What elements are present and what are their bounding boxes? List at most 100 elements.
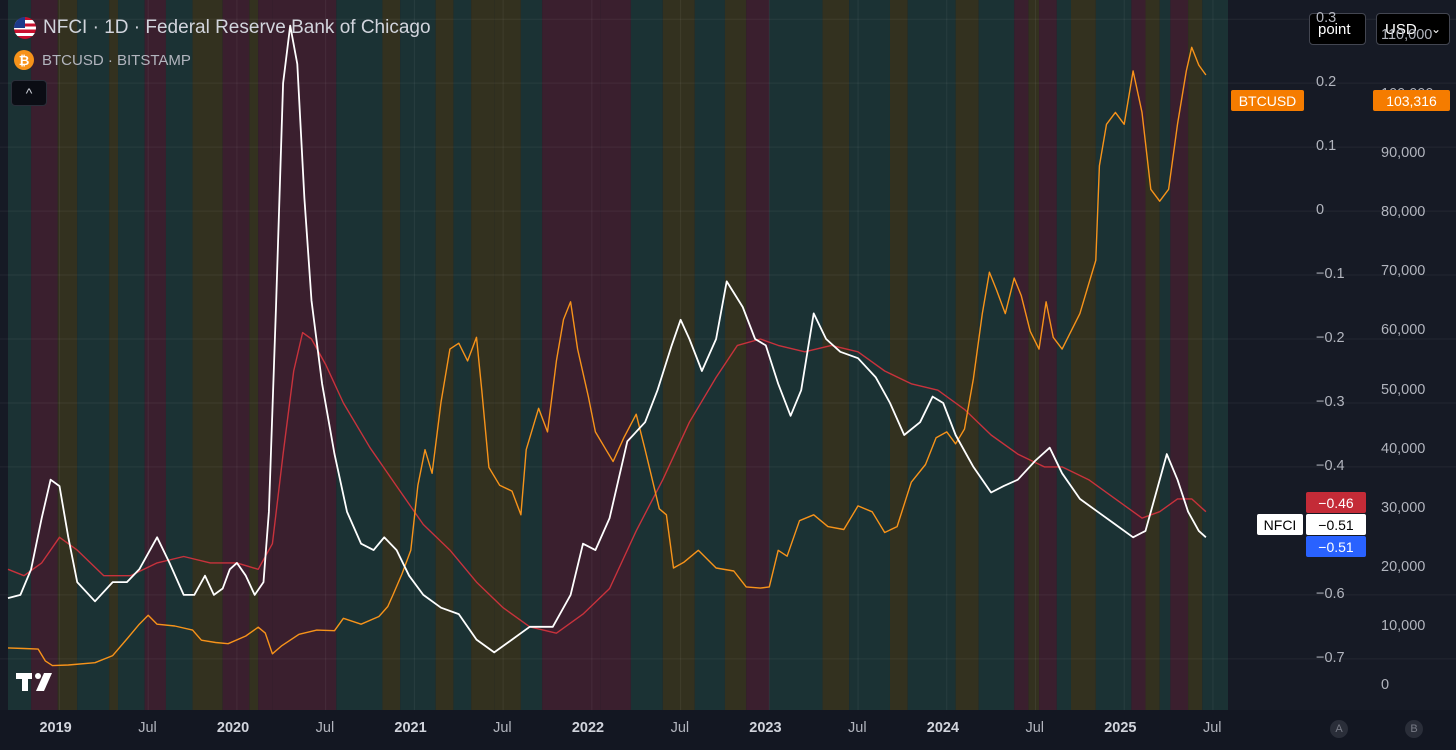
regime-band-green bbox=[1159, 0, 1171, 710]
nfci-axis-tick: −0.7 bbox=[1316, 649, 1345, 666]
series-line-btcusd bbox=[7, 46, 1207, 667]
regime-band-yellow bbox=[249, 0, 259, 710]
regime-band-red bbox=[272, 0, 337, 710]
regime-band-red bbox=[258, 0, 273, 710]
time-axis-tick: Jul bbox=[493, 720, 512, 736]
nfci-axis-tick: −0.3 bbox=[1316, 393, 1345, 410]
regime-band-red bbox=[1170, 0, 1189, 710]
regime-band-green bbox=[769, 0, 823, 710]
btc-series-name-badge: BTCUSD bbox=[1231, 90, 1304, 111]
regime-band-green bbox=[978, 0, 1015, 710]
usd-axis-tick: 20,000 bbox=[1381, 559, 1426, 575]
regime-band-red bbox=[1131, 0, 1146, 710]
regime-band-green bbox=[849, 0, 890, 710]
scale-b-label: B bbox=[1410, 723, 1418, 735]
regime-band-green bbox=[520, 0, 543, 710]
currency-selector-button[interactable]: USD ⌄ bbox=[1376, 13, 1450, 45]
time-axis-tick: Jul bbox=[670, 720, 690, 736]
regime-band-red bbox=[222, 0, 250, 710]
time-axis-tick: 2022 bbox=[571, 720, 605, 736]
usd-axis-tick: 60,000 bbox=[1381, 322, 1426, 339]
regime-band-yellow bbox=[889, 0, 908, 710]
regime-band-green bbox=[400, 0, 436, 710]
collapse-legend-button[interactable]: ^ bbox=[11, 80, 47, 106]
bitcoin-icon: ₿ bbox=[14, 50, 34, 70]
series-line-nfci-ma bbox=[7, 331, 1207, 634]
ma-value-badge: −0.46 bbox=[1306, 492, 1366, 513]
regime-band-yellow bbox=[955, 0, 979, 710]
time-axis-tick: Jul bbox=[1025, 720, 1045, 736]
usd-axis-tick: 40,000 bbox=[1381, 440, 1426, 457]
alt-value-badge: −0.51 bbox=[1306, 536, 1366, 557]
time-axis-tick: 2021 bbox=[394, 720, 427, 736]
time-axis-tick: 2025 bbox=[1104, 720, 1137, 736]
regime-band-green bbox=[165, 0, 193, 710]
nfci-name-badge: NFCI bbox=[1257, 514, 1303, 535]
usd-axis-tick: 110,000 bbox=[1381, 26, 1433, 43]
regime-band-green bbox=[336, 0, 383, 710]
regime-band-green bbox=[1202, 0, 1228, 710]
time-axis-tick: 2023 bbox=[749, 720, 782, 736]
regime-band-yellow bbox=[662, 0, 695, 710]
regime-band-yellow bbox=[822, 0, 850, 710]
regime-band-yellow bbox=[1145, 0, 1160, 710]
nfci-axis-tick: −0.4 bbox=[1316, 457, 1345, 474]
btc-price-badge: 103,316 bbox=[1373, 90, 1450, 111]
nfci-axis-tick: −0.6 bbox=[1316, 585, 1345, 602]
gridlines bbox=[0, 0, 1456, 710]
regime-band-yellow bbox=[494, 0, 521, 710]
regime-band-green bbox=[8, 0, 32, 710]
btc-series-title: BTCUSD · BITSTAMP bbox=[42, 51, 191, 69]
usd-axis-tick: 30,000 bbox=[1381, 499, 1426, 516]
regime-band-red bbox=[600, 0, 631, 710]
tradingview-logo[interactable] bbox=[16, 671, 58, 698]
unit-label: point bbox=[1318, 20, 1351, 38]
regime-band-red bbox=[1014, 0, 1029, 710]
regime-band-red bbox=[31, 0, 58, 710]
regime-band-yellow bbox=[1070, 0, 1096, 710]
nfci-value-badge: −0.51 bbox=[1306, 514, 1366, 535]
usd-axis-tick: 70,000 bbox=[1381, 263, 1426, 280]
unit-selector-button[interactable]: point bbox=[1309, 13, 1366, 45]
chevron-down-icon: ⌄ bbox=[1430, 22, 1441, 36]
alt-value-text: −0.51 bbox=[1318, 538, 1354, 555]
nfci-axis-tick: 0.1 bbox=[1316, 138, 1337, 155]
regime-band-yellow bbox=[471, 0, 495, 710]
series-line-nfci bbox=[7, 24, 1207, 654]
regime-band-yellow bbox=[382, 0, 401, 710]
auto-scale-label: A bbox=[1335, 723, 1343, 735]
btc-name-text: BTCUSD bbox=[1238, 92, 1297, 109]
regime-band-yellow bbox=[109, 0, 119, 710]
nfci-series-title: NFCI · 1D · Federal Reserve Bank of Chic… bbox=[43, 17, 431, 38]
nfci-value-text: −0.51 bbox=[1318, 516, 1354, 533]
nfci-axis-tick: −0.1 bbox=[1316, 266, 1345, 283]
usd-axis-tick: 50,000 bbox=[1381, 381, 1426, 398]
regime-band-green bbox=[453, 0, 472, 710]
regime-band-red bbox=[144, 0, 166, 710]
nfci-name-text: NFCI bbox=[1263, 516, 1297, 533]
regime-band-yellow bbox=[1028, 0, 1040, 710]
nfci-legend[interactable]: NFCI · 1D · Federal Reserve Bank of Chic… bbox=[14, 17, 431, 39]
time-axis-tick: Jul bbox=[848, 720, 867, 736]
us-flag-icon bbox=[14, 17, 36, 39]
time-axis-tick: 2019 bbox=[39, 720, 72, 736]
regime-band-red bbox=[1039, 0, 1057, 710]
nfci-axis-tick: 0.2 bbox=[1316, 74, 1337, 91]
time-axis-tick: Jul bbox=[138, 720, 157, 736]
usd-axis-tick: 80,000 bbox=[1381, 204, 1426, 220]
auto-scale-button[interactable]: A bbox=[1330, 720, 1348, 738]
regime-band-green bbox=[77, 0, 110, 710]
usd-axis-tick: 90,000 bbox=[1381, 144, 1426, 161]
usd-axis-tick: 0 bbox=[1381, 677, 1390, 694]
currency-label: USD bbox=[1385, 20, 1417, 38]
regime-band-yellow bbox=[1188, 0, 1203, 710]
btc-legend[interactable]: ₿ BTCUSD · BITSTAMP bbox=[14, 50, 191, 70]
regime-band-red bbox=[746, 0, 770, 710]
chevron-up-icon: ^ bbox=[25, 85, 33, 101]
regime-band-yellow bbox=[724, 0, 747, 710]
scale-b-button[interactable]: B bbox=[1405, 720, 1423, 738]
nfci-axis-tick: 0.3 bbox=[1316, 10, 1337, 27]
regime-band-green bbox=[1095, 0, 1132, 710]
